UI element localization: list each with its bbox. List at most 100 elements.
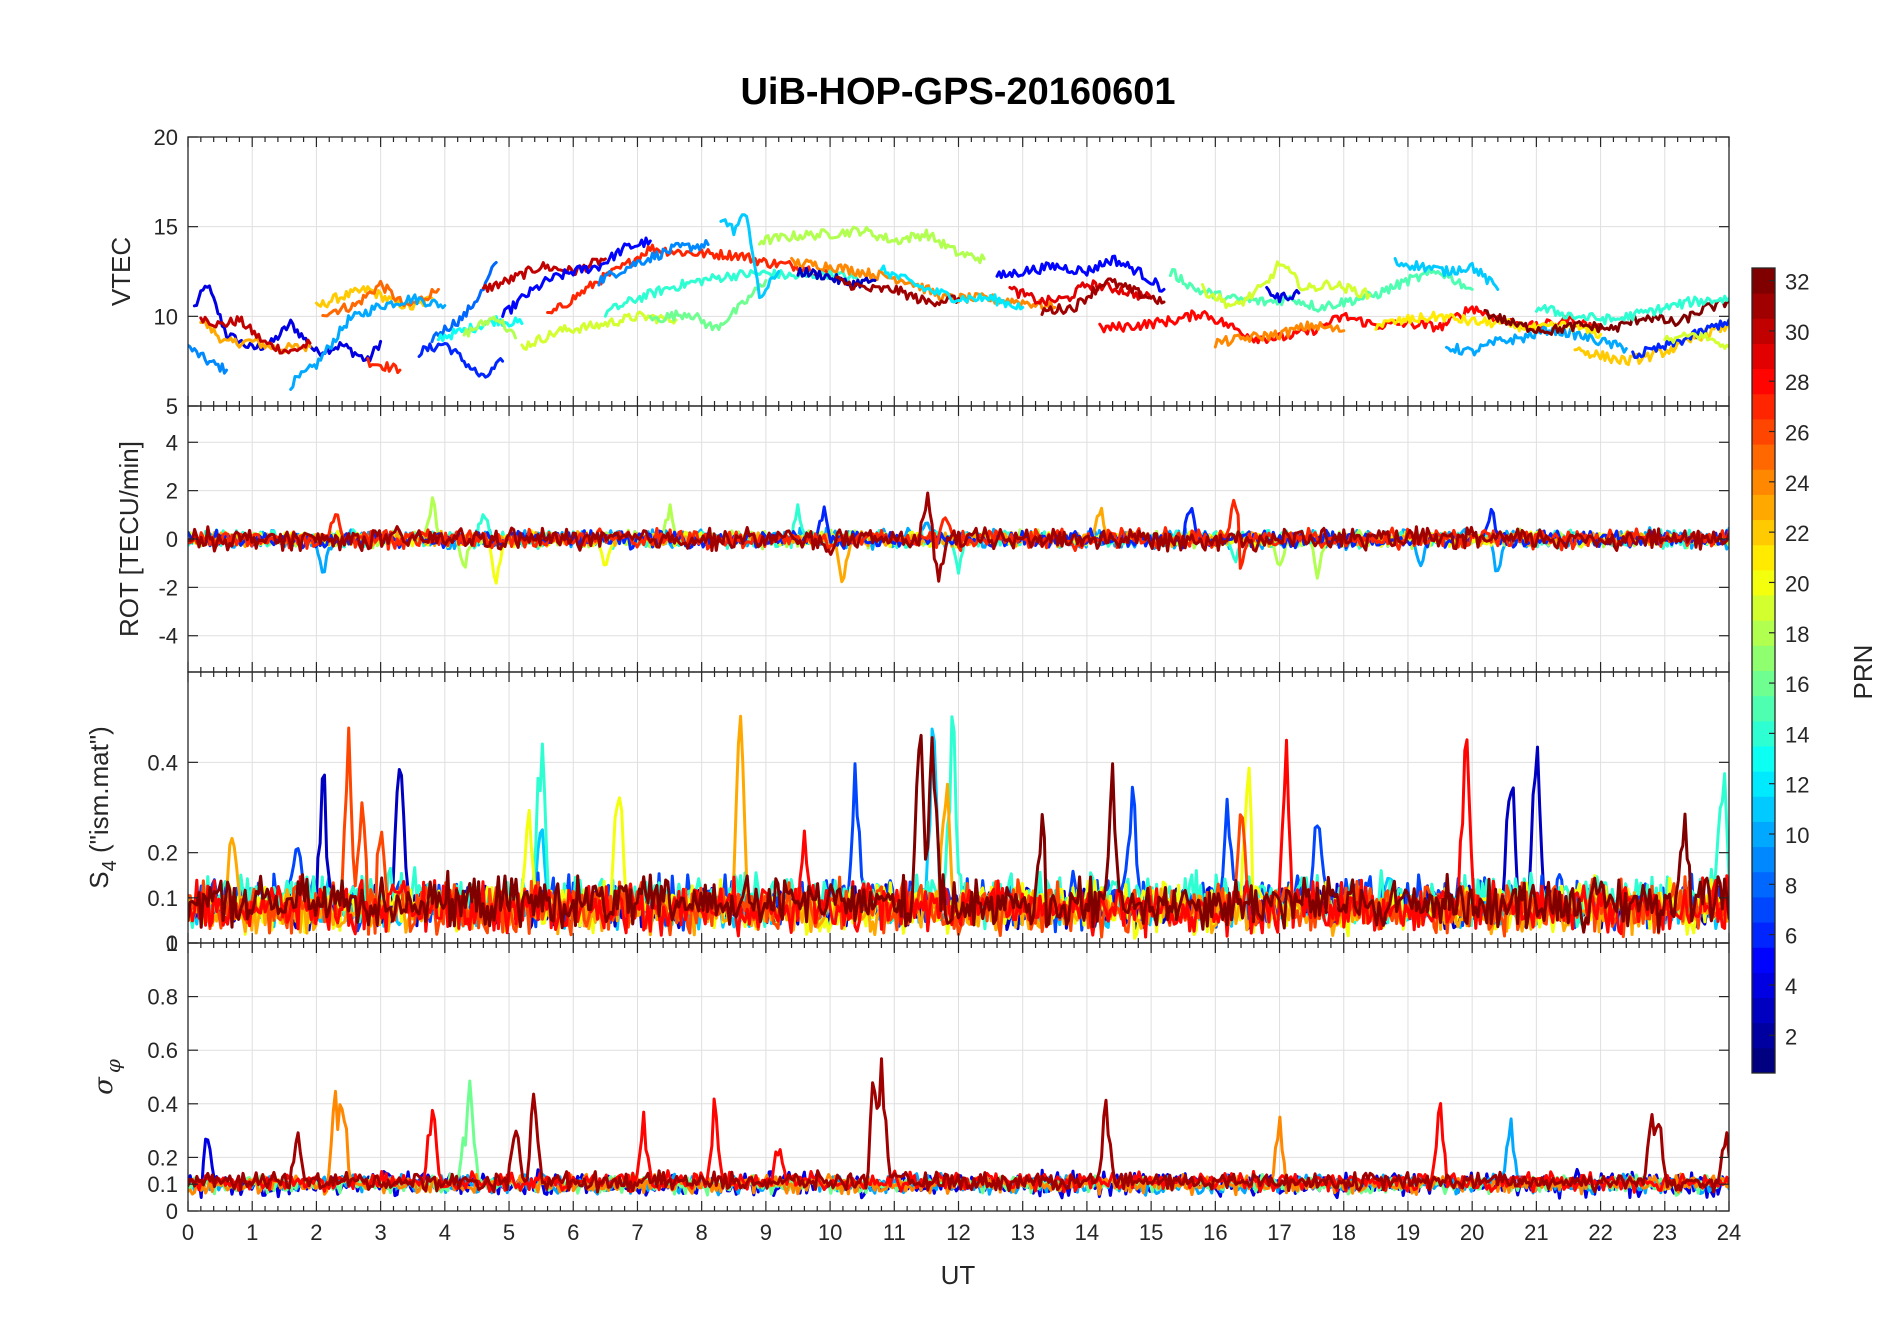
colorbar-swatch-prn-32 [1752, 268, 1775, 294]
s4-ytick-label: 0.1 [147, 886, 178, 911]
vtec-ytick-label: 10 [154, 304, 178, 329]
x-tick-label-10: 10 [818, 1220, 842, 1245]
colorbar-swatch-prn-9 [1752, 846, 1775, 873]
vtec-trace-prn-30 [481, 257, 607, 293]
colorbar-tick-label-2: 2 [1785, 1024, 1797, 1049]
colorbar-swatch-prn-25 [1752, 444, 1775, 470]
colorbar-swatch-prn-12 [1752, 771, 1775, 797]
colorbar-swatch-prn-11 [1752, 796, 1775, 822]
x-tick-label-18: 18 [1332, 1220, 1356, 1245]
rot-ytick-label: -2 [158, 575, 178, 600]
sigma-phi-ytick-label: 1 [166, 931, 178, 956]
rot-ticks: -4 -2 0 2 4 [158, 406, 1730, 672]
colorbar-swatch-prn-15 [1752, 695, 1775, 722]
vtec-trace-prn-5 [995, 254, 1166, 293]
vtec-trace-prn-32 [1483, 298, 1729, 336]
colorbar-swatch-prn-30 [1752, 318, 1775, 344]
rot-ytick-label: -4 [158, 624, 178, 649]
colorbar-tick-label-24: 24 [1785, 471, 1809, 496]
x-tick-label-22: 22 [1588, 1220, 1612, 1245]
s4-label-s: S [84, 871, 114, 888]
vtec-trace-prn-27 [546, 243, 832, 315]
colorbar-swatch-prn-27 [1752, 393, 1775, 420]
s4-ytick-label: 0.4 [147, 750, 178, 775]
colorbar-swatch-prn-31 [1752, 293, 1775, 319]
colorbar-swatch-prn-14 [1752, 720, 1775, 747]
colorbar-swatch-prn-23 [1752, 494, 1775, 521]
s4-label-subscript: 4 [99, 860, 121, 871]
colorbar-swatch-prn-8 [1752, 871, 1775, 898]
sigma-phi-ytick-label: 0.8 [147, 985, 178, 1010]
vtec-trace-prn-12 [880, 264, 1025, 311]
x-tick-label-23: 23 [1653, 1220, 1677, 1245]
x-tick-label-13: 13 [1010, 1220, 1034, 1245]
colorbar-tick-label-30: 30 [1785, 320, 1809, 345]
x-tick-label-1: 1 [246, 1220, 258, 1245]
vtec-trace-prn-3 [796, 266, 877, 291]
sigma-phi-trace-prn-31 [188, 1057, 1729, 1194]
x-tick-label-19: 19 [1396, 1220, 1420, 1245]
colorbar-swatch-prn-6 [1752, 922, 1775, 948]
vtec-trace-prn-6 [1631, 318, 1729, 359]
vtec-trace-prn-4 [192, 284, 383, 363]
colorbar-swatch-prn-3 [1752, 997, 1775, 1024]
s4-ticks: 0 0.1 0.2 0.4 [147, 672, 1730, 956]
colorbar-tick-label-4: 4 [1785, 974, 1797, 999]
vtec-trace-prn-9 [597, 239, 710, 287]
vtec-trace-prn-31 [835, 275, 960, 308]
vtec-trace-prn-11 [719, 213, 781, 300]
vtec-trace-prn-13 [436, 315, 524, 343]
x-tick-label-16: 16 [1203, 1220, 1227, 1245]
colorbar-swatch-prn-2 [1752, 1022, 1775, 1049]
colorbar-swatch-prn-13 [1752, 745, 1775, 772]
vtec-trace-prn-28 [1098, 305, 1603, 345]
colorbar-tick-label-8: 8 [1785, 873, 1797, 898]
vtec-trace-prn-19 [1201, 260, 1371, 309]
colorbar-label: PRN [1848, 645, 1878, 700]
colorbar-swatch-prn-29 [1752, 343, 1775, 370]
rot-ytick-label: 0 [166, 527, 178, 552]
colorbar-swatch-prn-4 [1752, 972, 1775, 999]
colorbar-swatch-prn-10 [1752, 821, 1775, 848]
s4-ytick-label: 0 [166, 931, 178, 956]
rot-y-axis-label: ROT [TECU/min] [114, 441, 144, 637]
colorbar-tick-label-28: 28 [1785, 370, 1809, 395]
sigma-phi-traces [188, 1057, 1729, 1200]
rot-ytick-label: 2 [166, 479, 178, 504]
vtec-trace-prn-23 [199, 319, 312, 354]
colorbar-tick-label-10: 10 [1785, 823, 1809, 848]
s4-traces [188, 714, 1729, 940]
vtec-ytick-label: 15 [154, 215, 178, 240]
vtec-trace-prn-31 [1040, 277, 1166, 316]
x-tick-label-20: 20 [1460, 1220, 1484, 1245]
vtec-trace-prn-16 [648, 279, 768, 332]
x-tick-label-24: 24 [1717, 1220, 1741, 1245]
vtec-trace-prn-18 [758, 225, 986, 265]
x-tick-label-2: 2 [310, 1220, 322, 1245]
colorbar-tick-label-26: 26 [1785, 421, 1809, 446]
x-tick-label-8: 8 [696, 1220, 708, 1245]
colorbar-swatch-prn-22 [1752, 519, 1775, 546]
vtec-trace-prn-8 [430, 261, 498, 344]
x-tick-label-3: 3 [375, 1220, 387, 1245]
colorbar-swatches [1752, 268, 1775, 1074]
colorbar-tick-label-6: 6 [1785, 924, 1797, 949]
sigma-symbol: σ [89, 1076, 119, 1095]
vtec-traces [188, 213, 1729, 391]
vtec-y-axis-label: VTEC [106, 237, 136, 306]
colorbar-tick-label-18: 18 [1785, 622, 1809, 647]
s4-ytick-label: 0.2 [147, 841, 178, 866]
colorbar-tick-label-14: 14 [1785, 722, 1809, 747]
colorbar-frame [1751, 267, 1776, 1074]
x-axis-tick-labels: 0 1 2 3 4 5 6 7 8 9 10 11 12 13 14 15 16 17 18 19 20 21 22 23 24 [182, 1220, 1741, 1245]
vtec-trace-prn-6 [417, 342, 505, 379]
colorbar-tick-label-12: 12 [1785, 773, 1809, 798]
sigma-phi-ytick-label: 0.4 [147, 1092, 178, 1117]
colorbar-tick-label-20: 20 [1785, 571, 1809, 596]
colorbar-swatch-prn-1 [1752, 1047, 1775, 1074]
x-tick-label-7: 7 [631, 1220, 643, 1245]
sigma-phi-ytick-label: 0.1 [147, 1172, 178, 1197]
